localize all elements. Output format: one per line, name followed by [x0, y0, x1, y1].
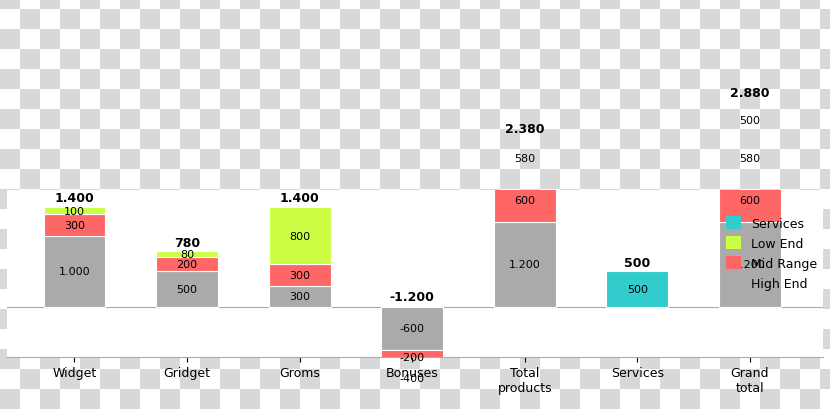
Text: 300: 300	[64, 220, 85, 231]
Bar	[269, 286, 330, 307]
Legend: Services, Low End, Mid Range, High End: Services, Low End, Mid Range, High End	[725, 217, 817, 290]
Bar	[494, 180, 556, 222]
Text: 1.200: 1.200	[509, 260, 540, 270]
Bar	[156, 252, 218, 258]
Text: 500: 500	[627, 285, 648, 294]
Text: 300: 300	[289, 270, 310, 280]
Text: 1.400: 1.400	[280, 192, 320, 205]
Text: 2.380: 2.380	[505, 122, 544, 135]
Bar	[269, 208, 330, 265]
Bar	[156, 272, 218, 307]
Bar	[43, 236, 105, 307]
Text: 2.880: 2.880	[730, 87, 769, 100]
Bar	[156, 258, 218, 272]
Bar	[719, 138, 781, 180]
Bar	[43, 215, 105, 236]
Bar	[719, 222, 781, 307]
Bar	[269, 265, 330, 286]
Text: 500: 500	[624, 256, 651, 269]
Text: 500: 500	[177, 285, 198, 294]
Bar	[381, 350, 443, 364]
Text: -1.200: -1.200	[390, 291, 435, 303]
Text: -200: -200	[399, 352, 425, 362]
Text: 780: 780	[174, 236, 200, 249]
Bar	[607, 272, 668, 307]
Text: -400: -400	[399, 373, 425, 383]
Text: 600: 600	[515, 196, 535, 206]
Bar	[381, 364, 443, 392]
Text: 1.200: 1.200	[734, 260, 766, 270]
Bar	[43, 208, 105, 215]
Text: -600: -600	[400, 324, 425, 333]
Text: 580: 580	[740, 154, 760, 164]
Bar	[494, 138, 556, 180]
Text: 200: 200	[177, 260, 198, 270]
Text: 500: 500	[740, 116, 760, 126]
Text: 800: 800	[289, 231, 310, 241]
Text: 1.400: 1.400	[55, 192, 95, 205]
Bar	[381, 307, 443, 350]
Text: 1.000: 1.000	[59, 267, 90, 277]
Text: 80: 80	[180, 249, 194, 260]
Text: 100: 100	[64, 207, 85, 216]
Bar	[494, 222, 556, 307]
Text: 300: 300	[289, 292, 310, 301]
Bar	[719, 180, 781, 222]
Bar	[719, 103, 781, 138]
Text: 580: 580	[515, 154, 535, 164]
Text: 600: 600	[740, 196, 760, 206]
